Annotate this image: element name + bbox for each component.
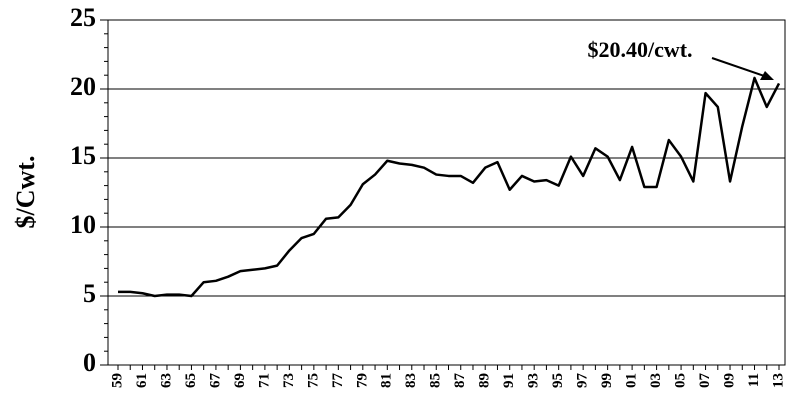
x-tick-label: 95 <box>550 373 566 388</box>
x-tick-label: 09 <box>721 373 737 388</box>
x-tick-label: 81 <box>379 373 395 388</box>
x-tick-label: 73 <box>281 373 297 388</box>
x-tick-label: 61 <box>134 373 150 388</box>
x-tick-label: 85 <box>428 373 444 388</box>
x-tick-label: 59 <box>109 373 125 388</box>
x-tick-label: 97 <box>575 373 591 389</box>
y-axis-label: $/Cwt. <box>11 156 40 229</box>
x-tick-label: 65 <box>183 373 199 388</box>
x-tick-label: 75 <box>305 373 321 388</box>
plot-frame <box>107 19 786 366</box>
x-tick-label: 67 <box>207 373 223 389</box>
x-tick-label: 13 <box>770 373 786 388</box>
x-tick-label: 11 <box>746 373 762 387</box>
x-tick-label: 83 <box>403 373 419 388</box>
x-tick-label: 03 <box>648 373 664 388</box>
x-tick-label: 79 <box>354 373 370 388</box>
x-tick-label: 63 <box>158 373 174 388</box>
x-tick-label: 93 <box>526 373 542 388</box>
x-tick-label: 07 <box>697 373 713 389</box>
x-tick-label: 71 <box>256 373 272 388</box>
y-tick-label: 5 <box>83 279 96 308</box>
line <box>118 76 781 298</box>
x-tick-label: 99 <box>599 373 615 388</box>
y-tick-label: 0 <box>83 348 96 377</box>
x-tick-label: 87 <box>452 373 468 389</box>
y-tick-label: 25 <box>70 3 96 32</box>
x-tick-label: 01 <box>624 373 640 388</box>
y-tick-label: 20 <box>70 72 96 101</box>
arrow-head <box>760 71 774 80</box>
x-tick-label: 91 <box>501 373 517 388</box>
annotation-arrow <box>711 57 771 79</box>
x-tick-label: 89 <box>477 373 493 388</box>
annotation: $20.40/cwt. <box>587 37 692 62</box>
x-tick-label: 69 <box>232 373 248 388</box>
y-tick-label: 15 <box>70 141 96 170</box>
x-tick-label: 77 <box>330 373 346 389</box>
y-tick-label: 10 <box>70 210 96 239</box>
x-tick-label: 05 <box>673 373 689 388</box>
